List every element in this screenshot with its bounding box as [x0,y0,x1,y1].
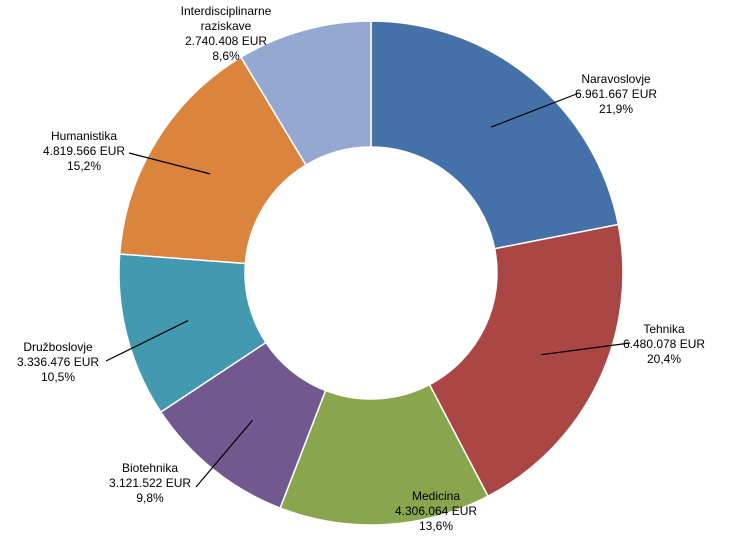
label-name-interdisciplinarne-raziskave: raziskave [201,19,252,33]
label-percent-naravoslovje: 21,9% [599,102,633,116]
slice-humanistika [118,56,308,265]
data-label-druzboslovje: Družboslovje 3.336.476 EUR 10,5% [17,340,99,384]
label-value-interdisciplinarne-raziskave: 2.740.408 EUR [185,34,267,48]
leader-line-biotehnika [195,419,253,488]
slice-naravoslovje [370,20,620,250]
data-labels-layer: Naravoslovje 6.961.667 EUR 21,9% Tehnika 6.4… [17,4,705,533]
data-label-humanistika: Humanistika 4.819.566 EUR 15,2% [43,129,125,173]
label-name-biotehnika: Biotehnika [122,461,178,475]
label-value-medicina: 4.306.064 EUR [395,504,477,518]
label-percent-tehnika: 20,4% [647,352,681,366]
label-value-tehnika: 6.480.078 EUR [623,337,705,351]
label-name-naravoslovje: Naravoslovje [581,72,651,86]
label-name-tehnika: Tehnika [643,322,685,336]
data-label-naravoslovje: Naravoslovje 6.961.667 EUR 21,9% [575,72,657,116]
leader-line-tehnika [541,342,631,356]
leader-line-humanistika [128,152,211,175]
slice-interdisciplinarne-raziskave [239,20,372,167]
label-name-interdisciplinarne-raziskave: Interdisciplinarne [181,4,272,18]
data-label-interdisciplinarne-raziskave: Interdisciplinarne raziskave 2.740.408 EUR… [181,4,272,63]
leader-lines-layer [105,92,631,488]
label-value-biotehnika: 3.121.522 EUR [109,476,191,490]
data-label-biotehnika: Biotehnika 3.121.522 EUR 9,8% [109,461,191,505]
leader-line-druzboslovje [105,320,189,362]
label-name-humanistika: Humanistika [51,129,117,143]
label-value-humanistika: 4.819.566 EUR [43,144,125,158]
label-percent-biotehnika: 9,8% [136,491,164,505]
data-label-medicina: Medicina 4.306.064 EUR 13,6% [395,489,477,533]
leader-line-naravoslovje [490,92,580,128]
label-percent-interdisciplinarne-raziskave: 8,6% [212,49,240,63]
slice-tehnika [428,223,624,498]
label-name-druzboslovje: Družboslovje [23,340,93,354]
slices-layer [118,20,624,526]
label-value-naravoslovje: 6.961.667 EUR [575,87,657,101]
label-percent-druzboslovje: 10,5% [41,370,75,384]
data-label-tehnika: Tehnika 6.480.078 EUR 20,4% [623,322,705,366]
label-percent-medicina: 13,6% [419,519,453,533]
label-percent-humanistika: 15,2% [67,159,101,173]
slice-medicina [279,383,490,526]
label-value-druzboslovje: 3.336.476 EUR [17,355,99,369]
label-name-medicina: Medicina [412,489,460,503]
